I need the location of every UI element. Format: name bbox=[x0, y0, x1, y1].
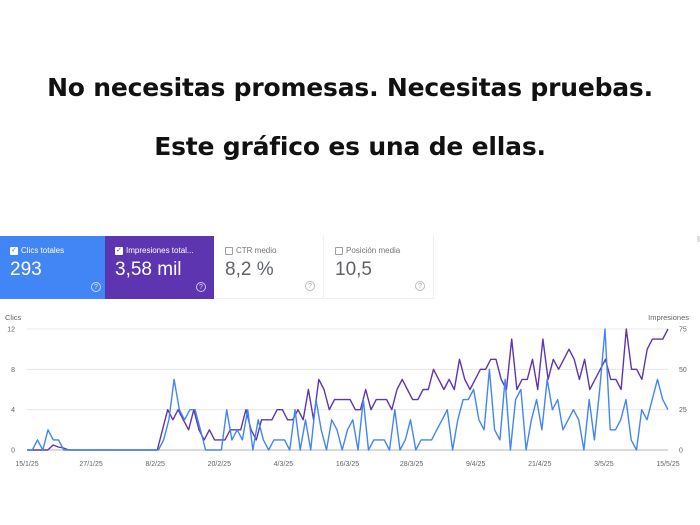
x-tick-label: 28/3/25 bbox=[400, 461, 423, 468]
metric-label: CTR medio bbox=[236, 246, 277, 255]
checkbox-unchecked-icon[interactable] bbox=[225, 246, 233, 255]
left-tick-label: 0 bbox=[11, 448, 15, 455]
headline-line-1: No necesitas promesas. Necesitas pruebas… bbox=[47, 73, 653, 102]
left-tick-label: 4 bbox=[11, 407, 15, 414]
x-tick-label: 20/2/25 bbox=[208, 461, 231, 468]
headline-line-2: Este gráfico es una de ellas. bbox=[154, 132, 546, 161]
metric-label: Impresiones total... bbox=[126, 246, 194, 255]
checkbox-checked-icon[interactable]: ✓ bbox=[10, 246, 18, 255]
metric-value: 8,2 % bbox=[225, 259, 274, 280]
left-tick-label: 8 bbox=[11, 367, 15, 374]
x-tick-label: 15/5/25 bbox=[656, 461, 679, 468]
series-line-clicks bbox=[27, 328, 669, 451]
edge-divider bbox=[697, 236, 700, 242]
right-tick-label: 25 bbox=[679, 407, 687, 414]
metric-label: Clics totales bbox=[21, 246, 65, 255]
metric-card-ctr[interactable]: CTR medio 8,2 % ? bbox=[215, 236, 324, 299]
left-axis-title: Clics bbox=[5, 313, 21, 322]
metric-label: Posición media bbox=[346, 246, 401, 255]
x-tick-label: 16/3/25 bbox=[336, 461, 359, 468]
metric-card-impressions[interactable]: ✓ Impresiones total... 3,58 mil ? bbox=[105, 236, 214, 299]
help-icon[interactable]: ? bbox=[305, 281, 315, 291]
x-tick-label: 27/1/25 bbox=[79, 461, 102, 468]
x-tick-label: 15/1/25 bbox=[15, 461, 38, 468]
right-tick-label: 50 bbox=[679, 367, 687, 374]
metric-value: 3,58 mil bbox=[115, 259, 182, 280]
metric-card-clicks[interactable]: ✓ Clics totales 293 ? bbox=[0, 236, 109, 299]
checkbox-unchecked-icon[interactable] bbox=[335, 246, 343, 255]
x-tick-label: 8/2/25 bbox=[145, 461, 165, 468]
right-tick-label: 0 bbox=[679, 448, 683, 455]
x-tick-label: 4/3/25 bbox=[274, 461, 294, 468]
help-icon[interactable]: ? bbox=[415, 281, 425, 291]
left-tick-label: 12 bbox=[7, 327, 15, 334]
x-tick-label: 9/4/25 bbox=[466, 461, 486, 468]
metric-card-position[interactable]: Posición media 10,5 ? bbox=[325, 236, 434, 299]
metric-cards: ✓ Clics totales 293 ? ✓ Impresiones total.… bbox=[0, 236, 434, 299]
x-tick-label: 3/5/25 bbox=[594, 461, 614, 468]
metric-value: 293 bbox=[10, 259, 42, 280]
help-icon[interactable]: ? bbox=[196, 282, 206, 292]
help-icon[interactable]: ? bbox=[91, 282, 101, 292]
checkbox-checked-icon[interactable]: ✓ bbox=[115, 246, 123, 255]
right-tick-label: 75 bbox=[679, 327, 687, 334]
metric-value: 10,5 bbox=[335, 259, 372, 280]
x-tick-label: 21/4/25 bbox=[528, 461, 551, 468]
right-axis-title: Impresiones bbox=[648, 313, 689, 322]
